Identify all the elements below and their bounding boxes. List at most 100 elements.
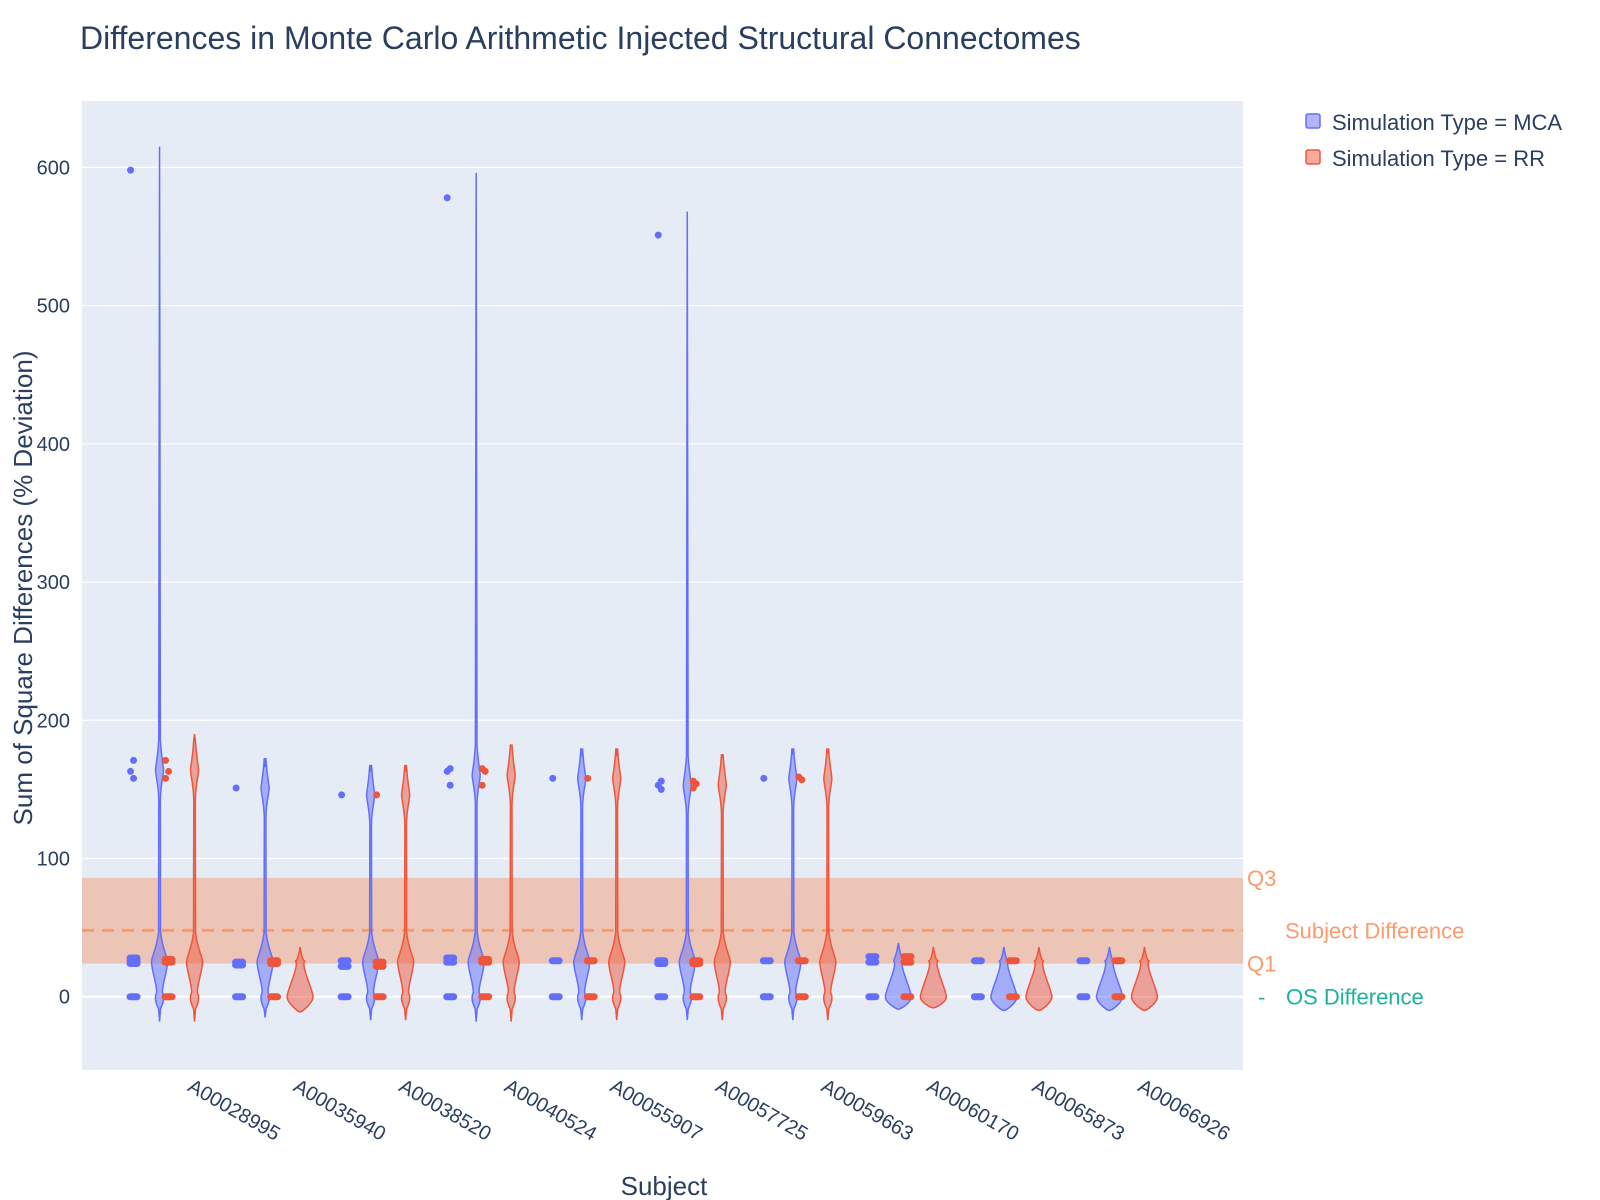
data-point-rr[interactable] [161, 958, 176, 966]
data-point-mca[interactable] [654, 960, 669, 968]
data-point-rr[interactable] [373, 791, 381, 799]
legend[interactable]: Simulation Type = MCA Simulation Type = … [1305, 110, 1562, 171]
data-point-rr[interactable] [900, 993, 915, 1001]
violin-rr-A00059663[interactable] [819, 748, 837, 1021]
data-point-rr[interactable] [162, 756, 170, 764]
data-point-rr[interactable] [161, 993, 176, 1001]
x-tick-label: A00055907 [606, 1075, 706, 1145]
violin-rr-A00040524[interactable] [502, 744, 520, 1022]
data-point-rr[interactable] [478, 993, 493, 1001]
data-point-rr[interactable] [372, 993, 387, 1001]
data-point-mca[interactable] [865, 953, 880, 961]
x-tick-label: A00028995 [184, 1075, 284, 1145]
data-point-rr[interactable] [478, 958, 493, 966]
data-point-rr[interactable] [689, 784, 697, 792]
violin-rr-A00065873[interactable] [1025, 946, 1053, 1012]
y-tick-label: 300 [37, 572, 70, 594]
data-point-mca[interactable] [654, 993, 669, 1001]
data-point-mca[interactable] [443, 993, 458, 1001]
violin-rr-A00066926[interactable] [1130, 946, 1159, 1012]
data-point-rr[interactable] [165, 767, 173, 775]
legend-item-rr[interactable]: Simulation Type = RR [1305, 146, 1545, 171]
data-point-mca[interactable] [657, 785, 665, 793]
data-point-rr[interactable] [267, 960, 282, 968]
data-point-mca[interactable] [130, 756, 138, 764]
data-point-rr[interactable] [583, 993, 598, 1001]
os-difference-label: OS Difference [1286, 985, 1424, 1010]
data-point-rr[interactable] [1111, 993, 1126, 1001]
y-axis-title: Sum of Square Differences (% Deviation) [8, 351, 38, 826]
legend-item-mca[interactable]: Simulation Type = MCA [1305, 110, 1562, 135]
data-point-rr[interactable] [478, 781, 486, 789]
violin-mca-A00028995[interactable] [150, 146, 169, 1022]
data-point-rr[interactable] [900, 953, 915, 961]
x-tick-label: A00060170 [923, 1075, 1023, 1145]
data-point-rr[interactable] [267, 993, 282, 1001]
x-tick-label: A00065873 [1028, 1075, 1128, 1145]
violin-mca-A00057725[interactable] [678, 211, 697, 1021]
data-point-mca[interactable] [443, 767, 451, 775]
violin-rr-A00057725[interactable] [713, 754, 732, 1021]
data-point-rr[interactable] [1111, 957, 1126, 965]
data-point-mca[interactable] [337, 962, 352, 970]
data-point-mca[interactable] [970, 993, 985, 1001]
data-point-mca[interactable] [127, 166, 135, 174]
data-point-mca[interactable] [970, 957, 985, 965]
data-point-mca[interactable] [548, 993, 563, 1001]
violin-mca-A00040524[interactable] [467, 172, 485, 1022]
data-point-mca[interactable] [127, 767, 135, 775]
data-point-rr[interactable] [689, 960, 704, 968]
violin-rr-A00038520[interactable] [396, 764, 415, 1021]
data-point-mca[interactable] [759, 993, 774, 1001]
data-point-mca[interactable] [232, 961, 247, 969]
data-point-mca[interactable] [760, 774, 768, 782]
violin-mca-A00059663[interactable] [784, 748, 802, 1021]
data-point-mca[interactable] [130, 774, 138, 782]
data-point-mca[interactable] [126, 960, 141, 968]
data-point-rr[interactable] [372, 962, 387, 970]
legend-label-mca: Simulation Type = MCA [1332, 110, 1562, 135]
data-point-mca[interactable] [654, 231, 662, 239]
data-point-mca[interactable] [443, 194, 451, 202]
violin-rr-A00028995[interactable] [185, 733, 204, 1022]
data-point-mca[interactable] [548, 957, 563, 965]
os-difference-marker: - [1258, 985, 1265, 1010]
data-point-rr[interactable] [689, 993, 704, 1001]
data-point-rr[interactable] [794, 957, 809, 965]
data-point-mca[interactable] [865, 958, 880, 966]
iqr-band [82, 877, 1243, 964]
data-point-mca[interactable] [337, 957, 352, 965]
violin-rr-A00055907[interactable] [607, 748, 626, 1021]
violins-group [126, 146, 1159, 1022]
data-point-mca[interactable] [338, 791, 346, 799]
data-point-mca[interactable] [549, 774, 557, 782]
data-point-mca[interactable] [232, 784, 240, 792]
data-point-mca[interactable] [446, 781, 454, 789]
data-point-mca[interactable] [1076, 957, 1091, 965]
y-tick-label: 400 [37, 434, 70, 456]
reference-band-group [82, 877, 1243, 964]
data-point-mca[interactable] [126, 993, 141, 1001]
data-point-rr[interactable] [481, 767, 489, 775]
violin-mca-A00038520[interactable] [361, 764, 380, 1021]
data-point-rr[interactable] [1005, 957, 1020, 965]
data-point-rr[interactable] [794, 993, 809, 1001]
legend-label-rr: Simulation Type = RR [1332, 146, 1545, 171]
violin-mca-A00035940[interactable] [256, 757, 274, 1018]
y-axis-ticks: 0 100 200 300 400 500 600 [37, 157, 70, 1008]
data-point-mca[interactable] [1076, 993, 1091, 1001]
data-point-rr[interactable] [1005, 993, 1020, 1001]
violin-mca-A00055907[interactable] [572, 748, 591, 1021]
data-point-rr[interactable] [583, 957, 598, 965]
violin-rr-A00060170[interactable] [919, 946, 948, 1009]
data-point-mca[interactable] [443, 958, 458, 966]
data-point-mca[interactable] [232, 993, 247, 1001]
data-point-mca[interactable] [865, 993, 880, 1001]
data-point-rr[interactable] [900, 958, 915, 966]
data-point-rr[interactable] [798, 776, 806, 784]
data-point-mca[interactable] [759, 957, 774, 965]
data-point-rr[interactable] [162, 774, 170, 782]
data-point-rr[interactable] [584, 774, 592, 782]
data-point-mca[interactable] [337, 993, 352, 1001]
violin-rr-A00035940[interactable] [286, 946, 314, 1013]
